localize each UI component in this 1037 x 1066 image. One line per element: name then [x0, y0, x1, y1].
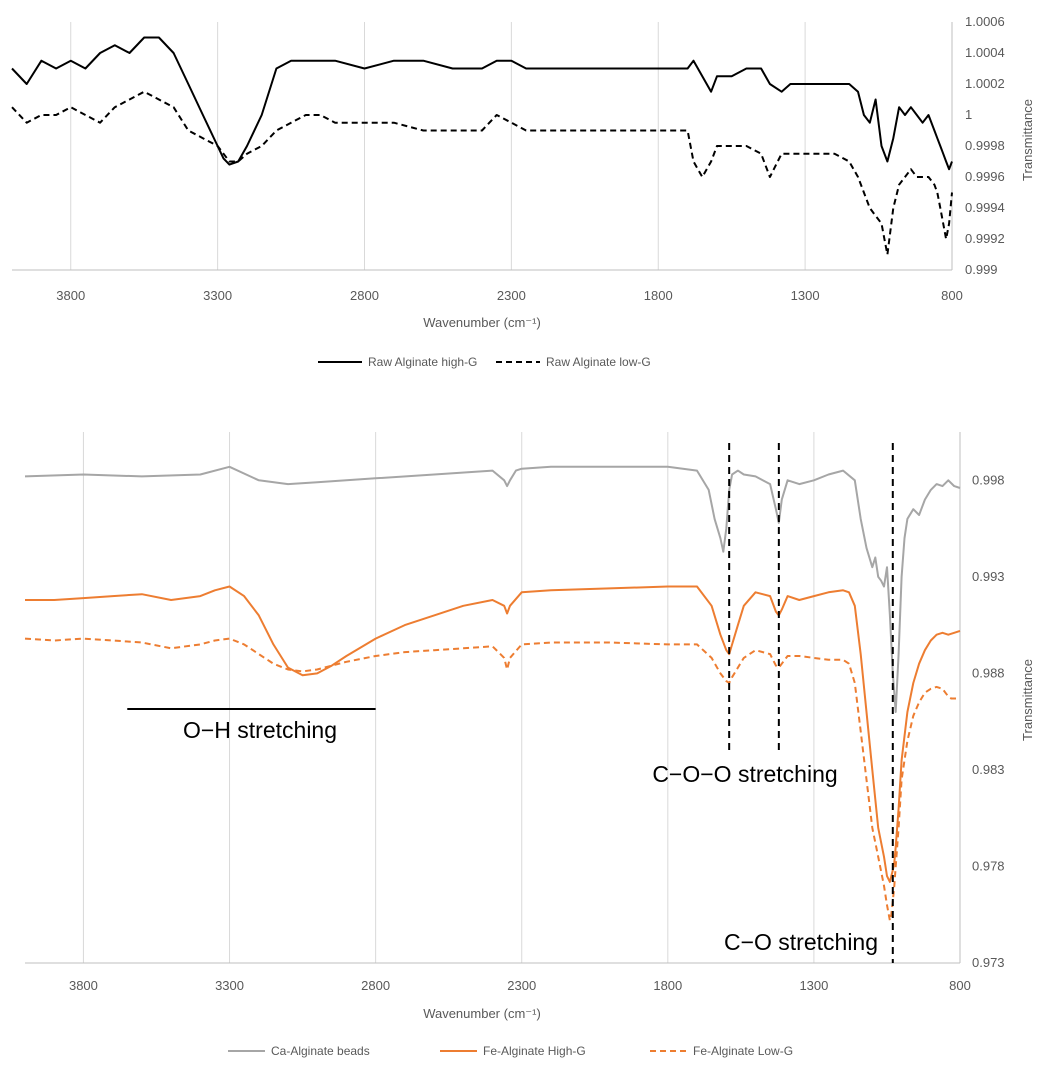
chart-top-y-tick-label: 1 — [965, 107, 972, 122]
chart-bottom: 3800 3300 2800 2300 1800 1300 800 0.9730.9780.… — [24, 432, 1035, 1058]
chart-bottom-series-1 — [24, 465, 961, 713]
chart-bottom-y-tick-label: 0.988 — [972, 665, 1005, 680]
chart-top-y-tick-label: 0.9996 — [965, 169, 1005, 184]
chart-bottom-y-tick-label: 0.983 — [972, 762, 1005, 777]
chart-top-legend-label: Raw Alginate low-G — [546, 355, 651, 369]
chart-bottom-y-tick-label: 0.993 — [972, 569, 1005, 584]
chart-top-x-tick-label: 2300 — [497, 288, 526, 303]
chart-bottom-x-tick-label: 1300 — [799, 978, 828, 993]
chart-top-x-tick-label: 1300 — [791, 288, 820, 303]
chart-bottom-x-tick-label: 3300 — [215, 978, 244, 993]
chart-bottom-x-tick-label: 1800 — [653, 978, 682, 993]
co-stretching-annotation: C−O stretching — [724, 929, 878, 955]
chart-bottom-x-axis-title: Wavenumber (cm⁻¹) — [423, 1006, 541, 1021]
chart-bottom-series-2 — [25, 585, 961, 883]
chart-bottom-x-tick-label: 3800 — [69, 978, 98, 993]
chart-top: 3800 3300 2800 2300 1800 1300 800 0.9990.99920… — [11, 14, 1035, 369]
chart-top-x-tick-label: 2800 — [350, 288, 379, 303]
chart-bottom-x-ticks: 3800 3300 2800 2300 1800 1300 800 — [69, 978, 971, 993]
chart-bottom-y-tick-label: 0.978 — [972, 858, 1005, 873]
chart-bottom-y-ticks: 0.973 0.978 0.983 0.988 0.993 0.998 — [972, 472, 1005, 970]
chart-top-x-tick-label: 3300 — [203, 288, 232, 303]
chart-bottom-legend-label: Fe-Alginate High-G — [483, 1044, 586, 1058]
chart-top-series — [11, 36, 953, 256]
chart-top-legend: Raw Alginate high-G Raw Alginate low-G — [318, 355, 651, 369]
chart-bottom-series — [24, 465, 961, 922]
chart-bottom-legend-label: Ca-Alginate beads — [271, 1044, 370, 1058]
chart-bottom-reference-lines — [127, 443, 894, 963]
chart-top-y-axis-title: Transmittance — [1020, 99, 1035, 181]
chart-top-x-ticks: 3800 3300 2800 2300 1800 1300 800 — [56, 288, 963, 303]
chart-top-series-1 — [11, 36, 953, 171]
chart-bottom-x-tick-label: 800 — [949, 978, 971, 993]
chart-top-series-2 — [11, 90, 953, 256]
chart-top-y-tick-label: 0.9992 — [965, 231, 1005, 246]
oh-stretching-annotation: O−H stretching — [183, 717, 337, 743]
chart-bottom-y-tick-label: 0.998 — [972, 472, 1005, 487]
chart-top-y-tick-label: 1.0004 — [965, 45, 1005, 60]
chart-top-y-ticks: 0.999 0.9992 0.9994 0.9996 0.9998 1 1.0002 1.00… — [965, 14, 1005, 277]
chart-top-legend-label: Raw Alginate high-G — [368, 355, 477, 369]
chart-bottom-y-tick-label: 0.973 — [972, 955, 1005, 970]
chart-top-y-tick-label: 0.9994 — [965, 200, 1005, 215]
chart-bottom-legend-label: Fe-Alginate Low-G — [693, 1044, 793, 1058]
chart-bottom-x-tick-label: 2800 — [361, 978, 390, 993]
chart-bottom-grid — [25, 432, 961, 964]
chart-bottom-series-3 — [24, 637, 960, 922]
chart-top-x-tick-label: 800 — [941, 288, 963, 303]
chart-top-grid — [12, 22, 953, 271]
chart-top-y-tick-label: 1.0006 — [965, 14, 1005, 29]
chart-top-y-tick-label: 0.9998 — [965, 138, 1005, 153]
chart-top-x-axis-title: Wavenumber (cm⁻¹) — [423, 315, 541, 330]
chart-top-y-tick-label: 0.999 — [965, 262, 998, 277]
chart-top-x-tick-label: 1800 — [644, 288, 673, 303]
chart-bottom-x-tick-label: 2300 — [507, 978, 536, 993]
chart-bottom-legend: Ca-Alginate beads Fe-Alginate High-G Fe-Al… — [228, 1044, 793, 1058]
chart-top-y-tick-label: 1.0002 — [965, 76, 1005, 91]
chart-bottom-y-axis-title: Transmittance — [1020, 659, 1035, 741]
chart-top-x-tick-label: 3800 — [56, 288, 85, 303]
coo-stretching-annotation: C−O−O stretching — [652, 761, 837, 787]
